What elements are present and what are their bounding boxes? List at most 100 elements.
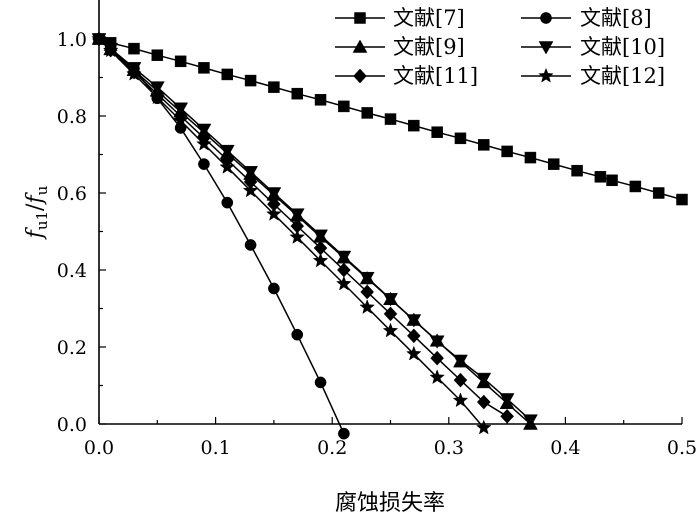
data-point-series-1 bbox=[676, 193, 688, 206]
data-point-series-1 bbox=[198, 62, 210, 74]
data-point-series-4 bbox=[429, 335, 445, 349]
data-point-series-5 bbox=[430, 350, 444, 366]
legend-label-4: 文献[10] bbox=[580, 35, 665, 59]
data-point-series-4 bbox=[336, 250, 352, 265]
data-point-series-1 bbox=[571, 164, 583, 177]
plot-markers bbox=[91, 30, 688, 440]
data-point-series-4 bbox=[453, 354, 468, 368]
data-point-series-2 bbox=[221, 196, 234, 209]
data-point-series-1 bbox=[384, 113, 397, 125]
y-tick-label: 0.4 bbox=[57, 260, 87, 282]
legend-marker-1 bbox=[354, 12, 366, 24]
data-point-series-6 bbox=[312, 252, 329, 268]
data-point-series-4 bbox=[289, 208, 305, 222]
data-point-series-6 bbox=[336, 275, 352, 291]
data-point-series-1 bbox=[338, 100, 350, 113]
legend-marker-3 bbox=[352, 39, 368, 53]
data-point-series-1 bbox=[128, 42, 140, 55]
legend-label-2: 文献[8] bbox=[580, 6, 652, 30]
legend-label-6: 文献[12] bbox=[580, 64, 665, 88]
data-point-series-4 bbox=[196, 123, 212, 137]
x-tick-label: 0.2 bbox=[317, 437, 347, 459]
y-axis-title-sub2: u bbox=[33, 185, 51, 195]
legend-label-1: 文献[7] bbox=[393, 6, 465, 30]
data-point-series-5 bbox=[360, 284, 375, 300]
data-point-series-6 bbox=[266, 205, 282, 221]
data-point-series-4 bbox=[359, 271, 375, 286]
data-point-series-6 bbox=[452, 392, 469, 408]
data-point-series-6 bbox=[149, 89, 166, 105]
data-point-series-6 bbox=[382, 322, 399, 338]
data-point-series-5 bbox=[383, 306, 398, 322]
data-point-series-1 bbox=[221, 68, 234, 81]
data-point-series-1 bbox=[268, 81, 280, 93]
data-point-series-4 bbox=[383, 293, 398, 307]
data-point-series-1 bbox=[524, 151, 537, 164]
x-tick-label: 0.3 bbox=[434, 437, 464, 459]
legend-marker-4 bbox=[538, 41, 554, 55]
data-point-series-1 bbox=[174, 55, 187, 68]
data-point-series-4 bbox=[499, 393, 515, 407]
data-point-series-4 bbox=[406, 314, 422, 328]
data-point-series-2 bbox=[268, 282, 280, 295]
data-point-series-6 bbox=[172, 112, 189, 128]
y-axis-title-sub1: u1 bbox=[33, 211, 51, 230]
data-point-series-6 bbox=[289, 229, 306, 244]
x-tick-label: 0.5 bbox=[667, 437, 697, 459]
x-axis-title: 腐蚀损失率 bbox=[335, 491, 445, 516]
data-point-series-5 bbox=[453, 372, 468, 388]
data-point-series-1 bbox=[408, 119, 420, 132]
data-point-series-6 bbox=[406, 345, 422, 361]
data-point-series-1 bbox=[594, 171, 607, 183]
legend-marker-2 bbox=[540, 12, 552, 24]
legend-marker-6 bbox=[538, 67, 554, 83]
ticks bbox=[98, 38, 683, 425]
legend-label-3: 文献[9] bbox=[393, 35, 465, 59]
data-point-series-1 bbox=[629, 180, 642, 193]
data-point-series-1 bbox=[314, 94, 327, 106]
data-point-series-1 bbox=[454, 132, 467, 145]
data-point-series-6 bbox=[242, 182, 259, 198]
data-point-series-6 bbox=[102, 42, 119, 58]
data-point-series-4 bbox=[219, 144, 235, 159]
data-point-series-4 bbox=[476, 372, 492, 387]
data-point-series-2 bbox=[244, 239, 257, 251]
data-point-series-2 bbox=[338, 427, 350, 440]
x-tick-label: 0.1 bbox=[200, 437, 230, 459]
data-point-series-6 bbox=[429, 369, 445, 385]
data-point-series-1 bbox=[151, 49, 164, 61]
legend: 文献[7] 文献[8] 文献[9] 文献[10] 文献[11] 文献[12] bbox=[335, 6, 665, 88]
data-point-series-1 bbox=[652, 187, 665, 199]
data-point-series-6 bbox=[126, 65, 142, 81]
data-point-series-1 bbox=[291, 87, 303, 100]
plot-lines bbox=[98, 38, 683, 434]
y-tick-label: 1.0 bbox=[57, 29, 87, 51]
y-tick-label: 0.0 bbox=[57, 414, 87, 436]
data-point-series-4 bbox=[313, 229, 328, 243]
data-point-series-6 bbox=[475, 419, 492, 435]
y-tick-label: 0.8 bbox=[57, 106, 87, 128]
data-point-series-1 bbox=[606, 174, 618, 187]
legend-label-5: 文献[11] bbox=[393, 64, 478, 88]
tick-labels: 0.0 0.1 0.2 0.3 0.4 0.5 0.0 0.2 0.4 0.6 0.8 1.0 bbox=[57, 29, 697, 459]
legend-marker-5 bbox=[353, 68, 367, 84]
data-point-series-4 bbox=[243, 166, 259, 180]
data-point-series-2 bbox=[314, 376, 327, 389]
data-point-series-1 bbox=[478, 139, 490, 151]
data-point-series-2 bbox=[198, 158, 210, 170]
data-point-series-5 bbox=[406, 328, 421, 344]
data-point-series-1 bbox=[244, 74, 257, 87]
x-tick-label: 0.0 bbox=[84, 437, 114, 459]
data-point-series-1 bbox=[547, 158, 560, 170]
y-tick-label: 0.2 bbox=[57, 337, 87, 359]
y-axis-title: fu1/fu bbox=[23, 185, 51, 240]
y-axis-title-slash: / bbox=[23, 203, 48, 211]
data-point-series-4 bbox=[266, 187, 282, 201]
data-point-series-4 bbox=[522, 414, 538, 428]
x-tick-label: 0.4 bbox=[550, 437, 580, 459]
data-point-series-6 bbox=[219, 158, 236, 174]
data-point-series-1 bbox=[431, 126, 443, 138]
data-point-series-6 bbox=[196, 135, 212, 151]
y-tick-label: 0.6 bbox=[57, 183, 87, 205]
